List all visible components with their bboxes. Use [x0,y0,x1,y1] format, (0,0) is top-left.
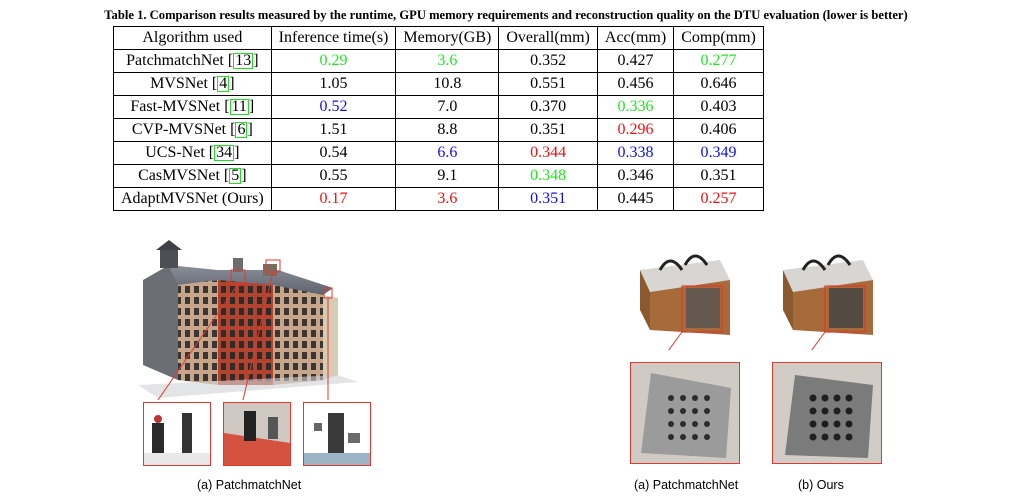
inset-1-image [144,413,210,465]
inference-time-cell: 0.54 [270,141,397,165]
memory-cell: 3.6 [395,187,500,211]
acc-cell: 0.346 [596,164,675,188]
citation-close: ] [229,75,235,92]
citation-close: ] [241,167,247,184]
table-row: AdaptMVSNet (Ours) 0.17 3.6 0.351 0.445 0.257 [113,187,764,211]
overall-cell: 0.344 [498,141,598,165]
header-comp: Comp(mm) [673,26,764,50]
building-reconstruction-figure [138,240,373,401]
algorithm-name: AdaptMVSNet (Ours) [121,190,264,207]
memory-cell: 6.6 [395,141,500,165]
algorithm-cell: CVP-MVSNet [6] [113,118,272,142]
algorithm-name: MVSNet [ [150,75,218,92]
memory-cell: 3.6 [395,49,500,73]
overall-cell: 0.351 [498,118,598,142]
right-inset-b [772,362,882,464]
memory-cell: 9.1 [395,164,500,188]
overall-cell: 0.551 [498,72,598,96]
overall-cell: 0.352 [498,49,598,73]
table-row: PatchmatchNet [13] 0.29 3.6 0.352 0.427 0.277 [113,49,764,73]
comp-cell: 0.406 [673,118,764,142]
inference-time-cell: 1.51 [270,118,397,142]
algorithm-cell: AdaptMVSNet (Ours) [113,187,272,211]
citation-close: ] [248,98,255,115]
header-acc: Acc(mm) [596,26,675,50]
algorithm-cell: Fast-MVSNet [11] [113,95,272,119]
header-memory: Memory(GB) [395,26,500,50]
inference-time-cell: 1.05 [270,72,397,96]
object-reconstruction-a [630,250,740,363]
table-row: MVSNet [4] 1.05 10.8 0.551 0.456 0.646 [113,72,764,96]
inference-time-cell: 0.52 [270,95,397,119]
acc-cell: 0.336 [596,95,675,119]
table-header-row: Algorithm used Inference time(s) Memory(… [113,26,764,50]
acc-cell: 0.456 [596,72,675,96]
right-figure-caption-b: (b) Ours [798,478,844,492]
header-algorithm: Algorithm used [113,26,272,50]
algorithm-name: UCS-Net [ [145,144,215,161]
inference-time-cell: 0.17 [270,187,397,211]
left-inset-3 [303,402,371,466]
table-row: CasMVSNet [5] 0.55 9.1 0.348 0.346 0.351 [113,164,764,188]
inset-3-image [304,413,370,465]
algorithm-name: CasMVSNet [ [138,167,230,184]
citation-link[interactable]: 4 [217,75,230,92]
table-row: Fast-MVSNet [11] 0.52 7.0 0.370 0.336 0.403 [113,95,764,119]
object-b-image [783,254,873,363]
citation-link[interactable]: 13 [233,52,254,69]
acc-cell: 0.427 [596,49,675,73]
overall-cell: 0.370 [498,95,598,119]
left-inset-2 [223,402,291,466]
right-figure-caption-a: (a) PatchmatchNet [634,478,739,492]
citation-link[interactable]: 6 [235,121,248,138]
inset-2-image [224,403,290,465]
right-inset-a [630,362,740,464]
citation-close: ] [234,144,240,161]
inset-a-image [631,363,739,463]
table-row: UCS-Net [34] 0.54 6.6 0.344 0.338 0.349 [113,141,764,165]
citation-link[interactable]: 5 [229,167,242,184]
citation-link[interactable]: 11 [229,98,249,115]
inference-time-cell: 0.55 [270,164,397,188]
left-figure-caption: (a) PatchmatchNet [197,478,302,492]
table-caption: Table 1. Comparison results measured by … [104,8,908,22]
comp-cell: 0.257 [673,187,764,211]
comp-cell: 0.277 [673,49,764,73]
inference-time-cell: 0.29 [270,49,397,73]
algorithm-name: Fast-MVSNet [ [130,98,230,115]
comp-cell: 0.349 [673,141,764,165]
memory-cell: 10.8 [395,72,500,96]
header-inference-time: Inference time(s) [270,26,397,50]
algorithm-cell: MVSNet [4] [113,72,272,96]
results-table: Algorithm used Inference time(s) Memory(… [113,26,764,211]
citation-close: ] [247,121,253,138]
memory-cell: 7.0 [395,95,500,119]
comp-cell: 0.403 [673,95,764,119]
table-row: CVP-MVSNet [6] 1.51 8.8 0.351 0.296 0.406 [113,118,764,142]
acc-cell: 0.338 [596,141,675,165]
citation-link[interactable]: 34 [214,144,235,161]
object-a-image [640,254,730,363]
header-overall: Overall(mm) [498,26,598,50]
building-point-cloud-image [138,240,358,401]
left-inset-1 [143,402,211,466]
comp-cell: 0.646 [673,72,764,96]
algorithm-name: CVP-MVSNet [ [131,121,236,138]
object-reconstruction-b [773,250,883,363]
overall-cell: 0.348 [498,164,598,188]
algorithm-name: PatchmatchNet [ [126,52,234,69]
memory-cell: 8.8 [395,118,500,142]
algorithm-cell: PatchmatchNet [13] [113,49,272,73]
comp-cell: 0.351 [673,164,764,188]
algorithm-cell: UCS-Net [34] [113,141,272,165]
overall-cell: 0.351 [498,187,598,211]
acc-cell: 0.296 [596,118,675,142]
algorithm-cell: CasMVSNet [5] [113,164,272,188]
inset-b-image [773,363,881,463]
acc-cell: 0.445 [596,187,675,211]
citation-close: ] [253,52,259,69]
